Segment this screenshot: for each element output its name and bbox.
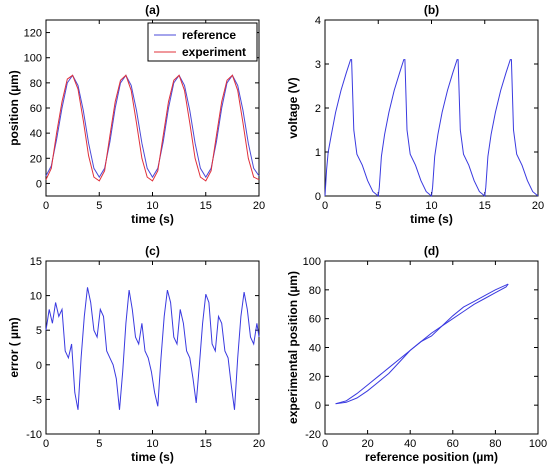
panel-a: (a) 0 5 10 15 20 0 20 40 60 80 100 120 time (s) positi…: [7, 3, 265, 226]
y-axis-label: error ( µm): [7, 317, 21, 377]
x-tick-label: 0: [322, 438, 328, 450]
panel-title: (b): [424, 3, 439, 17]
x-tick-label: 0: [322, 200, 328, 212]
y-tick-label: 40: [309, 343, 321, 355]
panel-d: (d)0 20 40 60 80 100-20020406080100reference …: [286, 244, 547, 464]
x-axis-label: reference position (µm): [365, 450, 498, 464]
x-tick-label: 0: [43, 438, 49, 450]
y-tick-label: 100: [24, 53, 42, 65]
series-line-0: [335, 283, 509, 405]
x-tick-label: 20: [361, 438, 373, 450]
y-tick-label: 60: [309, 314, 321, 326]
x-axis-label: time (s): [131, 212, 174, 226]
y-tick-label: 0: [315, 400, 321, 412]
panel-b: (b) 0 5 10 15 20 0 1 2 3 4 time (s) voltage (V): [286, 3, 544, 226]
x-tick-label: 5: [375, 200, 381, 212]
y-tick-label: 80: [30, 78, 42, 90]
x-tick-label: 40: [404, 438, 416, 450]
x-tick-label: 5: [96, 438, 102, 450]
y-tick-label: 100: [303, 256, 321, 268]
y-tick-label: 120: [24, 28, 42, 40]
y-tick-label: 0: [36, 360, 42, 372]
x-tick-label: 15: [200, 438, 212, 450]
y-axis-label: experimental position (µm): [286, 271, 300, 424]
panel-title: (d): [424, 244, 439, 258]
y-tick-label: 40: [30, 128, 42, 140]
x-axis-label: time (s): [410, 212, 453, 226]
series-line-1: [45, 74, 260, 182]
y-tick-label: 10: [30, 291, 42, 303]
y-tick-label: -20: [305, 429, 321, 441]
series-line-1: [335, 283, 509, 405]
y-tick-label: 1: [315, 147, 321, 159]
y-tick-label: 4: [315, 15, 321, 27]
x-tick-label: 100: [529, 438, 547, 450]
legend-entry: reference: [182, 28, 236, 42]
x-tick-label: 60: [447, 438, 459, 450]
x-tick-label: 20: [253, 438, 265, 450]
y-tick-label: 80: [309, 285, 321, 297]
y-tick-label: 60: [30, 103, 42, 115]
series-line-0: [45, 74, 260, 179]
panel-title: (a): [145, 3, 160, 17]
y-tick-label: 20: [309, 371, 321, 383]
series-line-0: [324, 59, 539, 197]
y-axis-label: voltage (V): [286, 77, 300, 138]
y-tick-label: -10: [26, 429, 42, 441]
y-tick-label: -5: [32, 394, 42, 406]
x-tick-label: 20: [253, 200, 265, 212]
x-tick-label: 20: [532, 200, 544, 212]
y-tick-label: 0: [315, 191, 321, 203]
plot-area: [324, 19, 539, 197]
y-tick-label: 0: [36, 178, 42, 190]
x-tick-label: 80: [489, 438, 501, 450]
panel-title: (c): [145, 244, 160, 258]
plot-area: [324, 260, 539, 435]
y-tick-label: 5: [36, 325, 42, 337]
legend-box: [147, 22, 258, 62]
y-tick-label: 15: [30, 256, 42, 268]
x-tick-label: 10: [425, 200, 437, 212]
x-tick-label: 5: [96, 200, 102, 212]
x-tick-label: 15: [479, 200, 491, 212]
x-tick-label: 10: [146, 200, 158, 212]
x-tick-label: 10: [146, 438, 158, 450]
series-line-0: [45, 287, 260, 410]
y-tick-label: 20: [30, 153, 42, 165]
x-tick-label: 15: [200, 200, 212, 212]
panel-c: (c) 0 5 10 15 20 -10 -5 0 5 10 15 time (s) error ( µm…: [7, 244, 265, 464]
y-axis-label: position (µm): [7, 70, 21, 146]
y-tick-label: 2: [315, 103, 321, 115]
legend-entry: experiment: [182, 45, 246, 59]
x-axis-label: time (s): [131, 450, 174, 464]
x-tick-label: 0: [43, 200, 49, 212]
y-tick-label: 3: [315, 59, 321, 71]
